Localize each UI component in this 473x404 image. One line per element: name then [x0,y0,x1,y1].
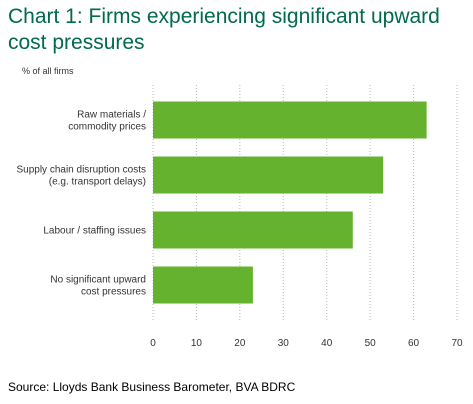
bar-1 [153,156,384,194]
category-label-0-line-0: Raw materials / [77,110,146,121]
bar-chart: Raw materials / commodity prices Supply ch… [16,85,463,349]
category-label-3-line-1: cost pressures [81,287,146,298]
x-tick-label-5: 50 [365,338,377,349]
x-tick-label-6: 60 [408,338,420,349]
x-tick-labels: 0 10 20 30 40 50 60 70 [150,338,463,349]
category-labels: Raw materials / commodity prices Supply ch… [16,110,146,298]
x-tick-label-3: 30 [278,338,290,349]
category-label-3-line-0: No significant upward [50,275,146,286]
source-note: Source: Lloyds Bank Business Barometer, … [8,380,296,394]
unit-label: % of all firms [22,66,74,76]
category-label-2: Labour / staffing issues [43,226,146,237]
bar-3 [153,266,253,304]
x-tick-label-7: 70 [451,338,463,349]
chart-title: Chart 1: Firms experiencing significant … [8,5,440,54]
x-tick-label-1: 10 [191,338,203,349]
bars [153,101,427,304]
category-label-2-line-0: Labour / staffing issues [43,226,146,237]
category-label-1-line-1: (e.g. transport delays) [49,177,146,188]
x-tick-label-0: 0 [150,338,156,349]
bar-0 [153,101,427,139]
x-tick-label-4: 40 [321,338,333,349]
category-label-1: Supply chain disruption costs (e.g. trans… [16,165,146,188]
bar-2 [153,211,353,249]
category-label-0-line-1: commodity prices [68,122,146,133]
x-tick-label-2: 20 [234,338,246,349]
category-label-3: No significant upward cost pressures [50,275,146,298]
category-label-0: Raw materials / commodity prices [68,110,146,133]
category-label-1-line-0: Supply chain disruption costs [16,165,146,176]
